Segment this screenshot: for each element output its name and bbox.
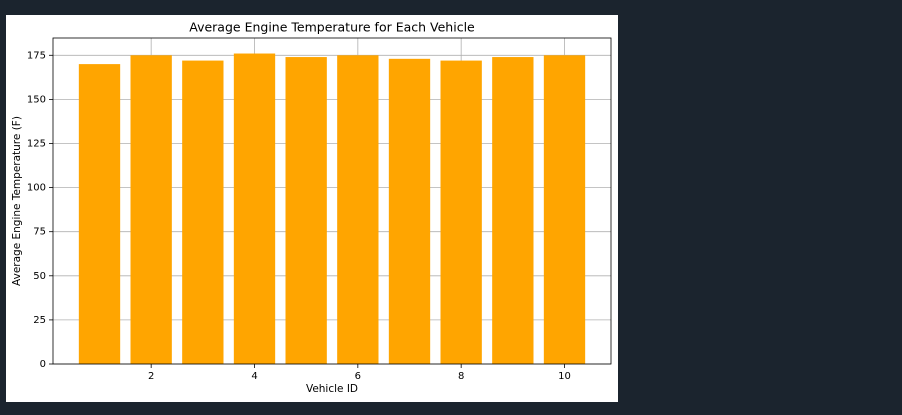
x-tick-label: 10 [558, 371, 571, 382]
y-tick-label: 125 [27, 138, 46, 149]
bar [492, 57, 534, 365]
bar [78, 64, 121, 365]
x-tick-label: 8 [458, 371, 464, 382]
bar [337, 55, 379, 365]
bar [388, 58, 431, 365]
y-tick-label: 0 [40, 359, 46, 370]
bar [543, 55, 586, 365]
bar [285, 57, 327, 365]
y-tick-label: 75 [33, 227, 46, 238]
bar [130, 55, 172, 365]
bar [182, 60, 224, 365]
y-tick-label: 100 [27, 183, 46, 194]
x-tick-label: 6 [355, 371, 361, 382]
bar [440, 60, 482, 365]
bar [233, 53, 276, 365]
y-tick-label: 175 [27, 50, 46, 61]
y-tick-label: 50 [33, 271, 46, 282]
y-tick-label: 25 [33, 315, 46, 326]
y-axis-label: Average Engine Temperature (F) [11, 116, 23, 286]
chart-title: Average Engine Temperature for Each Vehi… [189, 20, 475, 35]
plot-frame [52, 37, 612, 365]
y-tick-label: 150 [27, 94, 46, 105]
x-tick-label: 4 [251, 371, 257, 382]
x-axis-label: Vehicle ID [306, 383, 358, 395]
x-tick-label: 2 [148, 371, 154, 382]
